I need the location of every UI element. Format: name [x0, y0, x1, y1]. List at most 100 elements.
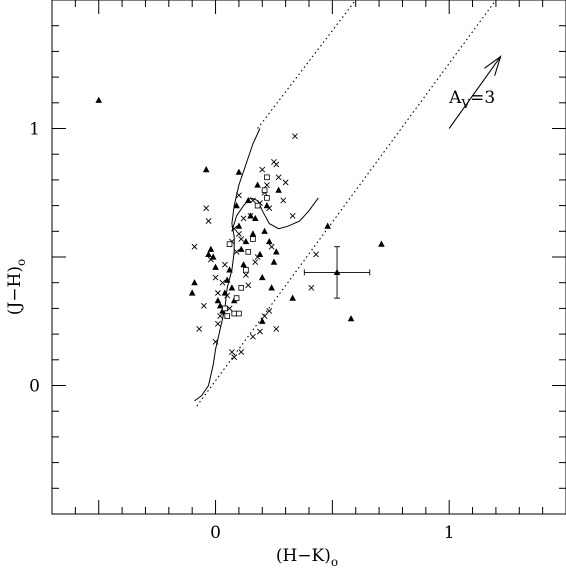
- x-axis-label-main: (H−K): [276, 546, 331, 566]
- triangle-point: [251, 214, 259, 222]
- cross-point: [238, 349, 245, 356]
- triangle-point: [244, 196, 252, 204]
- tick-labels: 0 1 0 1: [29, 120, 454, 544]
- y-axis-label-main: (J−H): [5, 266, 25, 315]
- cross-point: [313, 251, 319, 258]
- error-bar-triangle: [333, 268, 341, 276]
- cross-point: [221, 261, 228, 268]
- triangle-point: [216, 302, 224, 309]
- reddening-band-lower: [196, 0, 497, 407]
- cross-point: [289, 212, 296, 219]
- cross-point: [254, 254, 261, 260]
- triangle-point: [272, 248, 280, 255]
- triangle-point: [95, 96, 103, 103]
- reddening-arrow: AV=3: [448, 55, 502, 129]
- square-point: [222, 305, 228, 312]
- triangle-point: [258, 273, 266, 281]
- square-point: [264, 174, 270, 181]
- y-axis-label-sub: o: [14, 259, 28, 266]
- cross-point: [203, 205, 210, 212]
- triangle-point: [265, 237, 273, 245]
- triangle-point: [235, 222, 243, 229]
- cross-point: [273, 161, 280, 168]
- x-tick-label: 1: [444, 523, 455, 543]
- y-axis-label: (J−H)o: [5, 259, 28, 315]
- triangle-point: [240, 261, 247, 268]
- cross-point: [200, 302, 207, 309]
- cross-point: [219, 279, 226, 286]
- y-tick-label: 1: [29, 120, 40, 140]
- square-point: [264, 195, 270, 201]
- cross-point: [280, 197, 287, 204]
- cross-point: [224, 292, 231, 299]
- data-points: [95, 96, 385, 361]
- giant-branch-curve: [231, 197, 319, 232]
- cross-point: [308, 284, 315, 291]
- arrow-label-suffix: =3: [470, 88, 495, 108]
- cross-point: [231, 225, 238, 232]
- triangle-point: [226, 266, 233, 273]
- triangle-point: [268, 284, 275, 291]
- reddening-arrow-shaft: [448, 56, 502, 129]
- square-point: [233, 295, 240, 301]
- triangle-point: [275, 186, 282, 193]
- cross-point: [264, 182, 270, 188]
- triangle-point: [228, 284, 236, 291]
- arrow-label-main: A: [448, 88, 462, 108]
- cross-point: [275, 174, 282, 181]
- cross-point: [250, 333, 256, 340]
- triangle-point: [223, 276, 231, 283]
- y-tick-label: 0: [29, 377, 40, 397]
- reddening-band-upper: [257, 0, 357, 129]
- cross-point: [231, 354, 238, 361]
- reddening-arrow-label: AV=3: [448, 88, 495, 111]
- cross-point: [205, 218, 212, 224]
- plot-frame: [51, 0, 566, 515]
- triangle-point: [233, 202, 240, 209]
- cross-point: [191, 243, 198, 250]
- x-axis-label: (H−K)o: [276, 546, 338, 569]
- cross-point: [268, 243, 275, 250]
- cross-point: [217, 313, 224, 320]
- arrow-label-sub: V: [460, 97, 470, 111]
- triangle-point: [237, 245, 245, 252]
- triangle-point: [256, 250, 264, 258]
- x-axis-label-sub: o: [331, 555, 338, 569]
- square-point: [254, 202, 261, 209]
- triangle-point: [270, 258, 278, 265]
- triangle-point: [205, 250, 212, 258]
- cross-point: [257, 328, 263, 335]
- triangle-point: [235, 168, 243, 175]
- triangle-point: [188, 289, 196, 296]
- square-point: [245, 249, 252, 255]
- cross-point: [250, 197, 256, 204]
- reddening-arrow-head: [484, 55, 502, 76]
- cross-point: [226, 305, 233, 312]
- error-bar: [303, 246, 371, 299]
- cross-point: [196, 326, 203, 332]
- triangle-point: [347, 315, 355, 322]
- cross-point: [266, 205, 273, 212]
- cross-point: [242, 272, 249, 278]
- triangle-point: [191, 279, 198, 286]
- cross-point: [252, 259, 259, 266]
- cross-point: [235, 192, 242, 199]
- square-point: [238, 285, 245, 291]
- axis-ticks: [52, 0, 566, 515]
- cross-point: [292, 133, 298, 140]
- triangle-point: [378, 240, 385, 247]
- square-point: [261, 187, 268, 193]
- cross-point: [259, 166, 266, 173]
- triangle-point: [263, 202, 271, 209]
- cross-point: [238, 236, 245, 242]
- triangle-point: [249, 230, 257, 237]
- square-point: [224, 313, 231, 319]
- square-point: [236, 310, 242, 317]
- triangle-point: [209, 253, 217, 260]
- cross-point: [261, 313, 268, 320]
- x-tick-label: 0: [210, 523, 221, 543]
- cross-point: [247, 212, 254, 219]
- square-point: [226, 241, 233, 247]
- triangle-point: [254, 181, 261, 188]
- dwarf-locus-curve: [194, 128, 261, 402]
